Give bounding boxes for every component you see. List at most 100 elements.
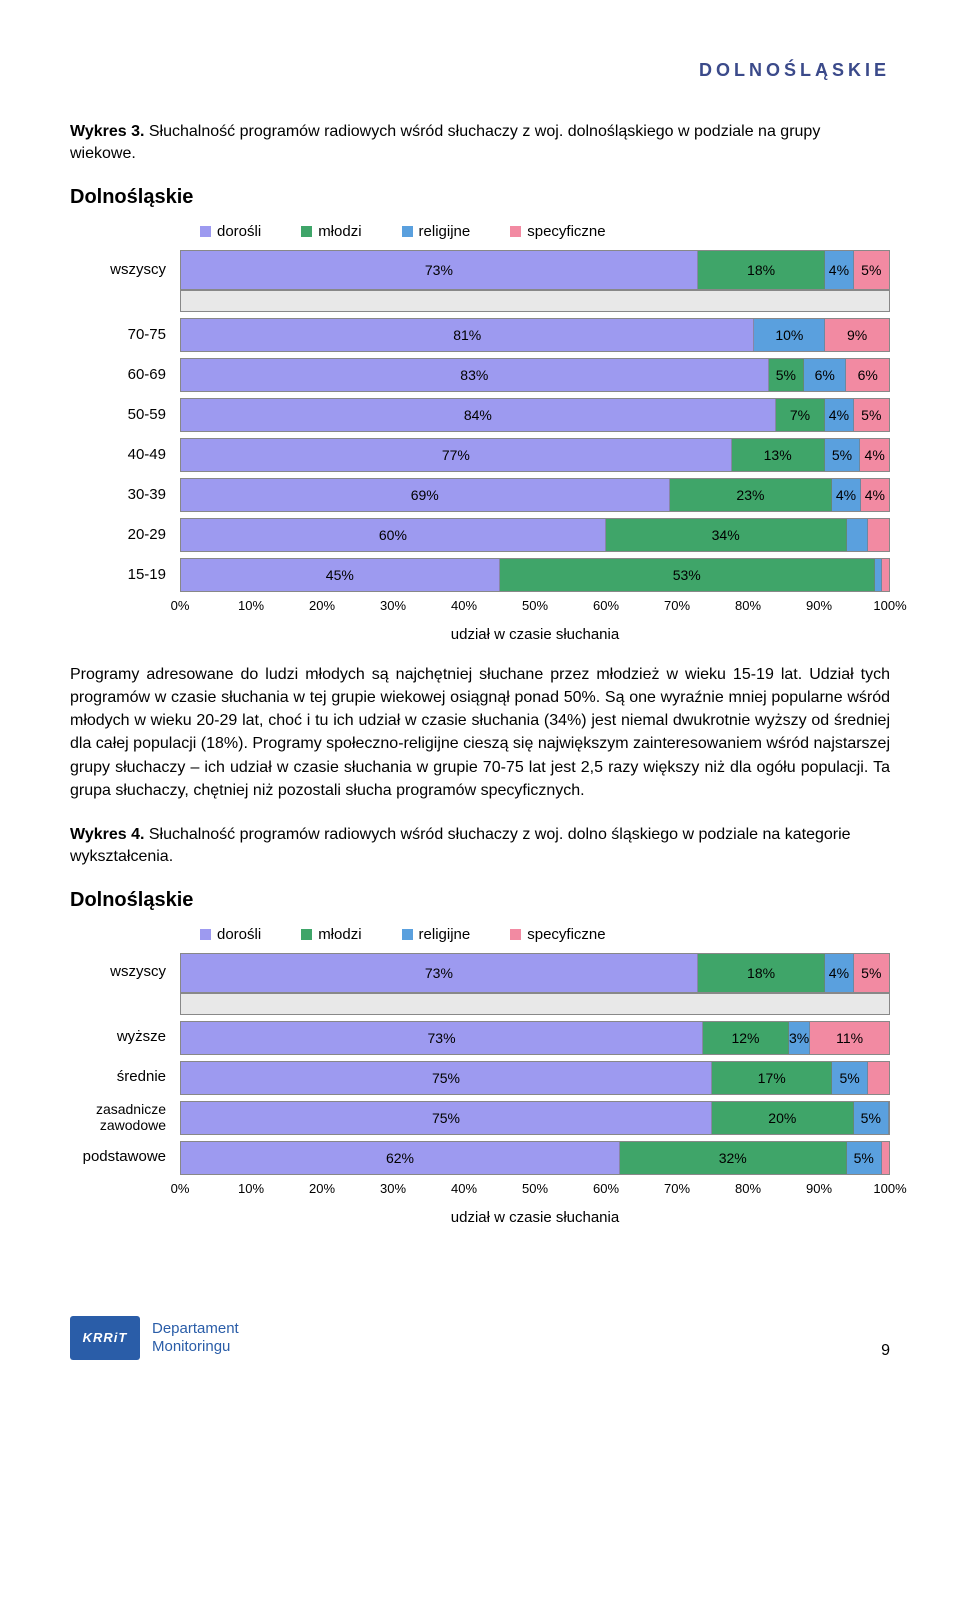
bar-value-label: 69% — [409, 487, 441, 503]
axis-tick: 80% — [735, 1181, 761, 1196]
axis-tick: 90% — [806, 598, 832, 613]
bar-segment: 18% — [698, 954, 825, 992]
legend-item-dorosli: dorośli — [200, 223, 261, 240]
bar-segment: 12% — [703, 1022, 789, 1054]
chart-row-label: 30-39 — [70, 478, 180, 512]
legend-label-religijne: religijne — [419, 926, 471, 943]
axis-tick: 60% — [593, 598, 619, 613]
bar-value-label: 18% — [745, 965, 777, 981]
legend-swatch-dorosli — [200, 929, 211, 940]
legend-item-specyficzne: specyficzne — [510, 926, 605, 943]
chart-wykres-3: Dolnośląskie doroślimłodzireligijnespecy… — [70, 186, 890, 643]
bar-segment: 5% — [769, 359, 804, 391]
axis-tick: 50% — [522, 598, 548, 613]
bar-segment — [882, 559, 889, 591]
bar-segment: 73% — [181, 251, 698, 289]
bar-value-label: 11% — [834, 1030, 865, 1046]
caption-4-prefix: Wykres 4. — [70, 826, 144, 843]
bar-segment: 4% — [825, 399, 853, 431]
bar-value-label: 5% — [830, 447, 854, 463]
bar-segment: 62% — [181, 1142, 620, 1174]
bar-segment: 5% — [854, 399, 889, 431]
axis-tick: 40% — [451, 1181, 477, 1196]
chart-row-label: 40-49 — [70, 438, 180, 472]
chart-4-title: Dolnośląskie — [70, 889, 890, 912]
bar-segment: 5% — [854, 1102, 889, 1134]
bar-segment: 9% — [825, 319, 889, 351]
legend-swatch-religijne — [402, 929, 413, 940]
axis-tick: 20% — [309, 598, 335, 613]
chart4-axis-title: udział w czasie słuchania — [180, 1209, 890, 1226]
legend-item-religijne: religijne — [402, 926, 471, 943]
bar-segment: 3% — [789, 1022, 810, 1054]
chart3-label-wszyscy: wszyscy — [70, 250, 180, 290]
caption-wykres-3: Wykres 3. Słuchalność programów radiowyc… — [70, 121, 890, 166]
bar-value-label: 73% — [423, 262, 455, 278]
axis-tick: 60% — [593, 1181, 619, 1196]
legend-item-dorosli: dorośli — [200, 926, 261, 943]
axis-tick: 90% — [806, 1181, 832, 1196]
bar-segment: 4% — [825, 954, 853, 992]
bar-segment: 4% — [860, 439, 889, 471]
bar-segment: 17% — [712, 1062, 832, 1094]
footer-dept: Departament Monitoringu — [152, 1320, 239, 1356]
footer-dept-line1: Departament — [152, 1320, 239, 1338]
bar-value-label: 12% — [729, 1030, 761, 1046]
bar-value-label: 73% — [426, 1030, 458, 1046]
bar-segment: 7% — [776, 399, 826, 431]
bar-value-label: 4% — [827, 262, 851, 278]
bar-segment: 84% — [181, 399, 776, 431]
chart-row-label: 20-29 — [70, 518, 180, 552]
legend-swatch-religijne — [402, 226, 413, 237]
chart-row: 30-3969%23%4%4% — [70, 478, 890, 512]
bar-value-label: 73% — [423, 965, 455, 981]
bar-value-label: 13% — [762, 447, 794, 463]
axis-tick: 80% — [735, 598, 761, 613]
legend-swatch-specyficzne — [510, 226, 521, 237]
footer-dept-line2: Monitoringu — [152, 1338, 239, 1356]
bar-value-label: 3% — [787, 1030, 811, 1046]
caption-4-text: Słuchalność programów radiowych wśród sł… — [70, 826, 851, 865]
bar-value-label: 62% — [384, 1150, 416, 1166]
chart-row: 50-5984%7%4%5% — [70, 398, 890, 432]
bar-segment: 75% — [181, 1102, 712, 1134]
bar-value-label: 4% — [827, 407, 851, 423]
bar-segment: 60% — [181, 519, 606, 551]
bar-segment: 77% — [181, 439, 732, 471]
chart-row-label: 50-59 — [70, 398, 180, 432]
bar-segment: 6% — [804, 359, 846, 391]
bar-value-label: 6% — [813, 367, 837, 383]
chart4-row-wszyscy: wszyscy 73%18%4%5% — [70, 953, 890, 993]
axis-tick: 10% — [238, 598, 264, 613]
axis-tick: 0% — [171, 598, 190, 613]
bar-value-label: 75% — [430, 1110, 462, 1126]
chart-row: 20-2960%34% — [70, 518, 890, 552]
legend-item-religijne: religijne — [402, 223, 471, 240]
page-footer: KRRiT Departament Monitoringu 9 — [0, 1316, 960, 1400]
chart-row-label: zasadnicze zawodowe — [70, 1101, 180, 1135]
chart-row: wyższe73%12%3%11% — [70, 1021, 890, 1055]
legend-label-dorosli: dorośli — [217, 223, 261, 240]
bar-segment: 5% — [854, 954, 889, 992]
bar-segment: 5% — [832, 1062, 867, 1094]
chart-row: 15-1945%53% — [70, 558, 890, 592]
bar-segment: 32% — [620, 1142, 847, 1174]
bar-value-label: 77% — [440, 447, 472, 463]
bar-value-label: 9% — [845, 327, 869, 343]
bar-segment — [882, 1142, 889, 1174]
bar-value-label: 4% — [863, 487, 887, 503]
bar-value-label: 5% — [859, 262, 883, 278]
bar-value-label: 53% — [671, 567, 703, 583]
chart-row: podstawowe62%32%5% — [70, 1141, 890, 1175]
axis-tick: 70% — [664, 1181, 690, 1196]
axis-tick: 50% — [522, 1181, 548, 1196]
chart-row: 70-7581%10%9% — [70, 318, 890, 352]
bar-segment: 11% — [810, 1022, 889, 1054]
bar-value-label: 45% — [324, 567, 356, 583]
bar-value-label: 75% — [430, 1070, 462, 1086]
legend-swatch-mlodzi — [301, 929, 312, 940]
bar-segment — [868, 1062, 889, 1094]
legend-label-mlodzi: młodzi — [318, 223, 361, 240]
legend-label-mlodzi: młodzi — [318, 926, 361, 943]
bar-segment: 4% — [832, 479, 860, 511]
